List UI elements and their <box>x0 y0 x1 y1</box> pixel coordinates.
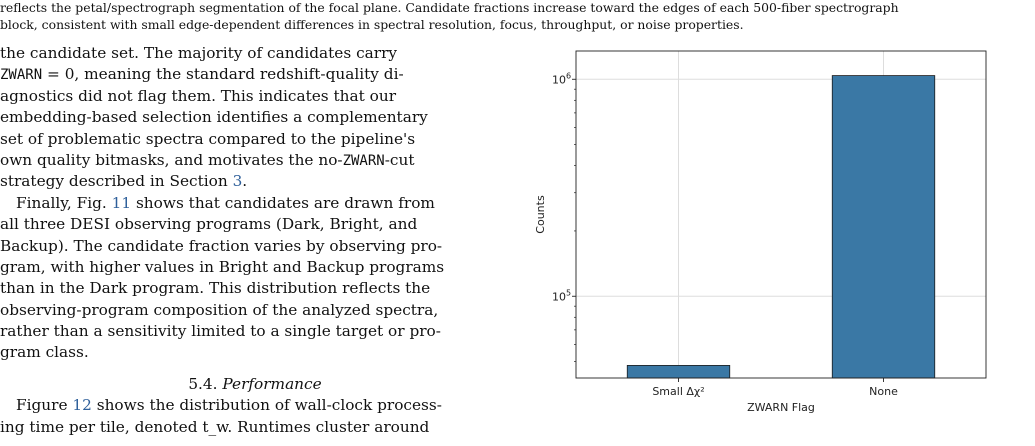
paragraph-line: Backup). The candidate fraction varies b… <box>0 236 443 255</box>
y-tick-label: 105 <box>552 288 571 303</box>
section-ref-link[interactable]: 3 <box>232 172 243 191</box>
paragraph-line: ing time per tile, denoted t_w. Runtimes… <box>0 417 430 436</box>
paragraph-text: shows that candidates are drawn from <box>131 193 435 212</box>
paragraph-text: Figure <box>16 396 73 415</box>
plot-frame <box>575 50 987 379</box>
paragraph-text: shows the distribution of wall-clock pro… <box>91 396 442 415</box>
figure-caption: reflects the petal/spectrograph segmenta… <box>0 0 1035 34</box>
caption-line: block, consistent with small edge-depend… <box>0 17 744 32</box>
zwarn-bar-chart: 105 106 Small Δχ² None ZWARN Flag Counts <box>534 50 987 414</box>
paragraph-line: observing-program composition of the ana… <box>0 300 439 319</box>
paragraph-line: the candidate set. The majority of candi… <box>0 44 398 62</box>
y-axis-label: Counts <box>534 195 547 234</box>
paragraph-line: own quality bitmasks, and motivates the … <box>0 150 510 171</box>
paragraph-line: Finally, Fig. 11 shows that candidates a… <box>0 193 510 214</box>
paragraph-text: own quality bitmasks, and motivates the … <box>0 150 343 169</box>
section-heading: 5.4. Performance <box>0 374 510 395</box>
y-tick-label: 106 <box>552 71 571 86</box>
paragraph-text: Finally, Fig. <box>16 193 112 212</box>
paragraph-line: rather than a sensitivity limited to a s… <box>0 322 441 341</box>
paragraph-text: = 0, meaning the standard redshift-quali… <box>42 65 404 84</box>
paragraph-line: ZWARN = 0, meaning the standard redshift… <box>0 64 510 85</box>
paragraph-text: strategy described in Section <box>0 172 233 191</box>
section-number: 5.4. <box>188 374 218 393</box>
paragraph-text: -cut <box>384 150 415 169</box>
paragraph-line: set of problematic spectra compared to t… <box>0 129 416 148</box>
paragraph-line: all three DESI observing programs (Dark,… <box>0 215 418 234</box>
paragraph-line: than in the Dark program. This distribut… <box>0 279 431 298</box>
paragraph-line: agnostics did not flag them. This indica… <box>0 86 397 105</box>
code-zwarn: ZWARN <box>0 67 43 84</box>
figure-ref-link[interactable]: 12 <box>72 396 92 415</box>
paragraph-text: . <box>242 172 248 191</box>
x-tick-label: Small Δχ² <box>652 385 704 398</box>
x-tick-label: None <box>869 385 898 398</box>
caption-line: reflects the petal/spectrograph segmenta… <box>0 0 899 15</box>
code-zwarn: ZWARN <box>342 152 385 169</box>
paragraph-line: Figure 12 shows the distribution of wall… <box>0 395 510 416</box>
paragraph-line: gram, with higher values in Bright and B… <box>0 257 445 276</box>
bar-0 <box>626 365 731 379</box>
section-title: Performance <box>222 374 322 393</box>
bar-1 <box>831 75 936 379</box>
body-text: the candidate set. The majority of candi… <box>0 43 510 438</box>
paragraph-line: strategy described in Section 3. <box>0 171 510 192</box>
paragraph-line: embedding-based selection identifies a c… <box>0 108 428 127</box>
x-axis-label: ZWARN Flag <box>747 401 815 414</box>
paragraph-line: gram class. <box>0 343 89 362</box>
figure-ref-link[interactable]: 11 <box>111 193 132 212</box>
